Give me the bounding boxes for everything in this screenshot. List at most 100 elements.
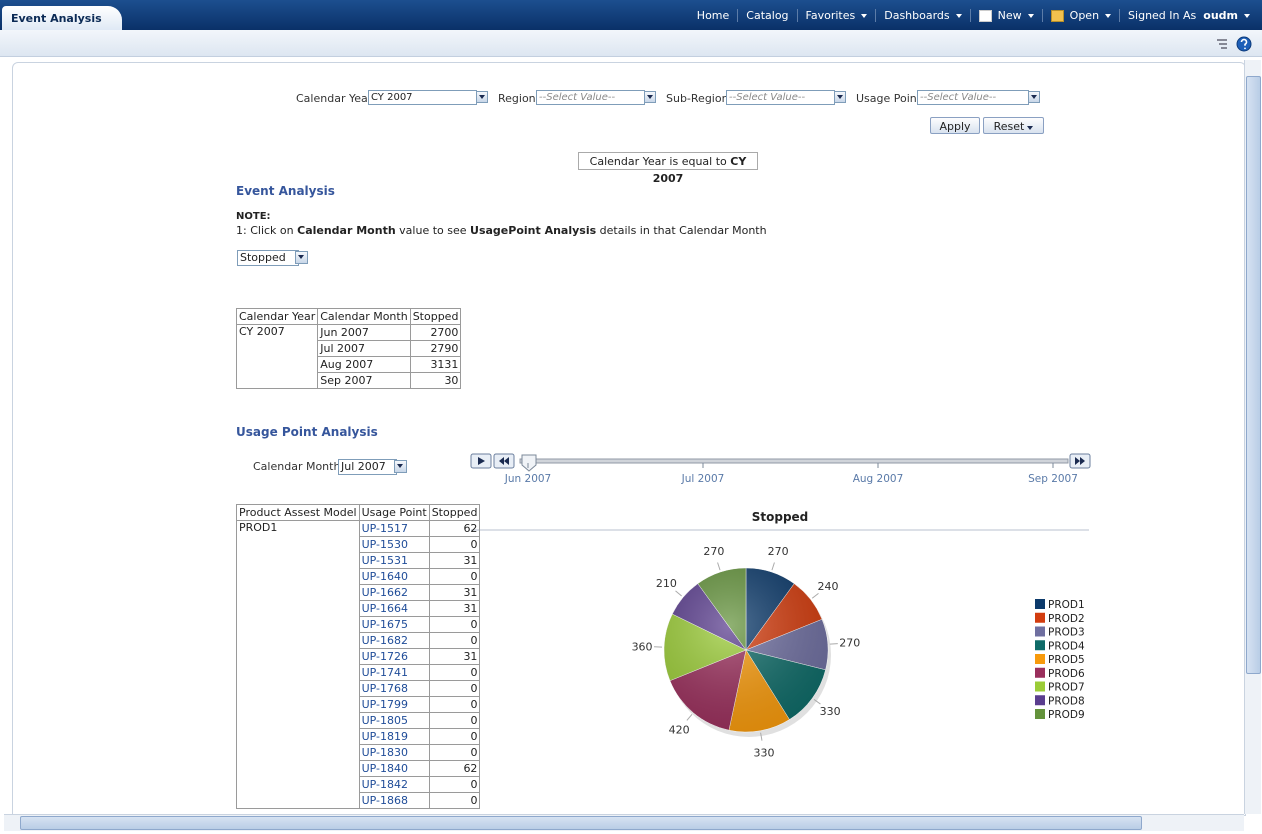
usage-point-link[interactable]: UP-1830 <box>361 746 408 759</box>
column-header: Calendar Year <box>235 308 319 325</box>
sub-bar <box>0 30 1262 57</box>
dropdown-arrow[interactable] <box>834 91 846 103</box>
legend-label: PROD4 <box>1048 640 1085 652</box>
note-part: Calendar Month <box>297 224 396 237</box>
page-options[interactable] <box>1214 36 1256 52</box>
dropdown-arrow[interactable] <box>295 251 308 264</box>
caret <box>1027 13 1034 18</box>
row-label: UP-1726 <box>358 648 430 665</box>
usage-point-link[interactable]: UP-1726 <box>361 650 408 663</box>
scroll-thumb[interactable] <box>1246 76 1261 674</box>
nav-icon <box>978 9 992 22</box>
reset-button[interactable]: Reset <box>983 117 1044 134</box>
cell-value: 31 <box>428 648 481 665</box>
note-part: 1: Click on <box>236 224 294 237</box>
slice-label: 330 <box>820 705 841 718</box>
apply-button[interactable]: Apply <box>930 117 980 134</box>
usage-point-link[interactable]: UP-1675 <box>361 618 408 631</box>
legend-label: PROD5 <box>1048 654 1085 666</box>
scroll-thumb[interactable] <box>20 816 1142 830</box>
usage-point-link[interactable]: UP-1664 <box>361 602 408 615</box>
vertical-scrollbar[interactable] <box>1244 60 1261 814</box>
leader-line <box>686 714 693 721</box>
user-name[interactable]: oudm <box>1203 9 1238 22</box>
usage-point-link[interactable]: UP-1868 <box>361 794 408 807</box>
row-label: UP-1662 <box>358 584 430 601</box>
filter-select[interactable]: --Select Value-- <box>917 90 1029 105</box>
usage-point-link[interactable]: UP-1819 <box>361 730 408 743</box>
row-label: UP-1768 <box>358 680 430 697</box>
nav-item[interactable]: New <box>969 9 1042 22</box>
legend-label: PROD6 <box>1048 668 1085 680</box>
nav-label: Favorites <box>805 9 856 22</box>
usage-point-link[interactable]: UP-1530 <box>361 538 408 551</box>
cell-value: 3131 <box>409 356 462 373</box>
usage-point-link[interactable]: UP-1842 <box>361 778 408 791</box>
table-row: UP-1799 0 <box>237 696 481 713</box>
slice-label: 210 <box>656 577 677 590</box>
leader-line <box>675 590 682 597</box>
slider-track <box>519 458 1069 464</box>
dropdown-arrow[interactable] <box>476 91 488 103</box>
usage-point-link[interactable]: UP-1768 <box>361 682 408 695</box>
usage-point-link[interactable]: UP-1799 <box>361 698 408 711</box>
cell-value: 0 <box>428 568 481 585</box>
dropdown-arrow[interactable] <box>394 460 407 473</box>
row-label[interactable]: Aug 2007 <box>317 356 411 373</box>
legend-swatch <box>1035 612 1045 623</box>
column-header: Calendar Month <box>317 308 411 325</box>
table-row: UP-1640 0 <box>237 568 481 585</box>
filter-label: Sub-Region <box>666 92 729 105</box>
filter-select[interactable]: --Select Value-- <box>536 90 645 105</box>
horizontal-scrollbar[interactable] <box>4 814 1244 831</box>
nav-item[interactable]: Dashboards <box>875 9 969 22</box>
nav-item[interactable]: Favorites <box>796 9 876 22</box>
row-label[interactable]: Jun 2007 <box>317 324 411 341</box>
usage-point-link[interactable]: UP-1531 <box>361 554 408 567</box>
row-label[interactable]: Jul 2007 <box>317 340 411 357</box>
leader-line <box>771 562 775 571</box>
month-select[interactable]: Jul 2007 <box>338 459 397 475</box>
usage-point-link[interactable]: UP-1662 <box>361 586 408 599</box>
usage-point-link[interactable]: UP-1682 <box>361 634 408 647</box>
row-group: CY 2007 <box>235 324 319 389</box>
cell-value: 0 <box>428 696 481 713</box>
filter-summary: Calendar Year is equal to CY 2007 <box>578 152 758 185</box>
slider-thumb[interactable] <box>521 454 537 472</box>
usage-point-link[interactable]: UP-1805 <box>361 714 408 727</box>
nav-item[interactable]: Home <box>689 9 737 22</box>
table-row: Sep 2007 30 <box>237 372 462 389</box>
cell-value: 31 <box>428 584 481 601</box>
usage-point-link[interactable]: UP-1840 <box>361 762 408 775</box>
table-row: UP-1531 31 <box>237 552 481 569</box>
cell-value: 2700 <box>409 324 462 341</box>
column-header: Product Assest Model <box>236 504 360 521</box>
nav-item[interactable]: Open <box>1041 9 1119 22</box>
summary-text: Calendar Year is equal to <box>589 155 727 168</box>
row-label: UP-1830 <box>358 744 430 761</box>
cell-value: 62 <box>428 520 481 537</box>
usage-point-link[interactable]: UP-1640 <box>361 570 408 583</box>
usage-point-link[interactable]: UP-1517 <box>361 522 408 535</box>
table-row: UP-1805 0 <box>237 712 481 729</box>
measure-select[interactable]: Stopped <box>237 250 299 266</box>
filter-select[interactable]: CY 2007 <box>368 90 477 105</box>
cell-value: 0 <box>428 776 481 793</box>
slice-label: 360 <box>632 640 653 653</box>
legend-label: PROD2 <box>1048 613 1085 625</box>
table-row: Jul 2007 2790 <box>237 340 462 357</box>
cell-value: 62 <box>428 760 481 777</box>
row-label[interactable]: Sep 2007 <box>317 372 411 389</box>
dropdown-arrow[interactable] <box>1028 91 1040 103</box>
usage-point-link[interactable]: UP-1741 <box>361 666 408 679</box>
nav-item[interactable]: Catalog <box>737 9 796 22</box>
dashboard-tab[interactable]: Event Analysis <box>2 6 122 30</box>
row-label: UP-1682 <box>358 632 430 649</box>
dropdown-arrow[interactable] <box>644 91 656 103</box>
nav-label: Home <box>696 9 730 22</box>
slice-label: 420 <box>669 724 690 737</box>
filter-select[interactable]: --Select Value-- <box>726 90 835 105</box>
slice-label: 270 <box>768 545 789 558</box>
slider-label: Jun 2007 <box>504 473 551 485</box>
row-label: UP-1868 <box>358 792 430 809</box>
